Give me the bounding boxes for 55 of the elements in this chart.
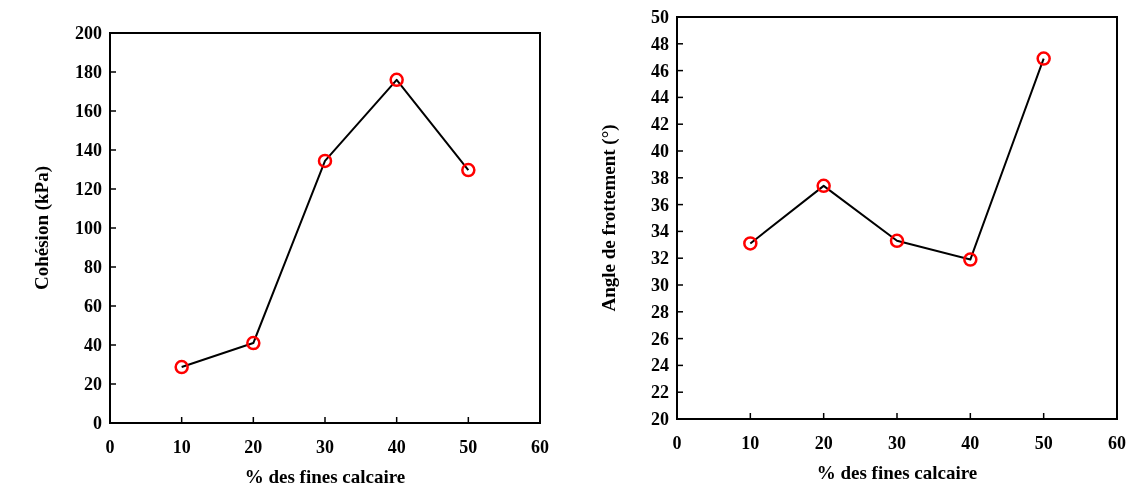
point <box>743 236 758 251</box>
y-tick-label: 46 <box>651 60 669 81</box>
y-tick-label: 120 <box>75 179 102 199</box>
point <box>889 233 905 249</box>
x-tick-label: 20 <box>814 433 833 453</box>
y-tick-label: 24 <box>651 355 669 376</box>
y-tick-label: 36 <box>651 194 669 215</box>
x-tick-label: 0 <box>105 437 115 457</box>
y-tick-label: 40 <box>651 141 669 161</box>
x-tick-label: 50 <box>459 437 478 457</box>
x-tick-label: 40 <box>387 437 406 457</box>
y-tick-label: 200 <box>75 23 102 43</box>
y-tick-label: 42 <box>651 114 669 135</box>
y-tick-label: 32 <box>651 248 669 269</box>
y-tick-label: 30 <box>651 275 669 295</box>
y-tick-label: 0 <box>93 413 102 433</box>
y-tick-label: 40 <box>84 335 102 355</box>
y-tick-label: 48 <box>651 33 669 54</box>
x-tick-label: 40 <box>961 433 980 453</box>
y-tick-label: 180 <box>75 62 102 82</box>
y-tick-label: 60 <box>84 296 102 316</box>
x-tick-label: 50 <box>1034 433 1053 453</box>
x-tick-label: 10 <box>172 437 191 457</box>
y-tick-label: 160 <box>75 101 102 121</box>
y-tick-label: 100 <box>75 218 102 238</box>
x-tick-label: 30 <box>316 437 334 457</box>
x-tick-label: 10 <box>741 433 760 453</box>
point <box>174 359 189 375</box>
y-axis-title: Cohésion (kPa) <box>31 165 53 291</box>
y-tick-label: 140 <box>75 140 102 160</box>
y-tick-label: 26 <box>651 328 669 349</box>
point <box>1036 51 1051 66</box>
y-tick-label: 20 <box>651 409 669 429</box>
point <box>317 153 333 169</box>
x-axis-title: % des fines calcaire <box>816 462 978 483</box>
x-tick-label: 60 <box>531 437 549 457</box>
x-tick-label: 0 <box>672 433 682 453</box>
x-axis-title: % des fines calcaire <box>244 466 406 487</box>
point <box>816 178 831 194</box>
point <box>389 72 404 88</box>
y-tick-label: 28 <box>651 301 669 322</box>
y-tick-label: 80 <box>84 257 102 277</box>
x-tick-label: 60 <box>1108 433 1126 453</box>
point <box>963 252 978 267</box>
y-tick-label: 22 <box>651 382 669 403</box>
y-tick-label: 20 <box>84 374 102 394</box>
y-tick-label: 38 <box>651 167 669 188</box>
x-tick-label: 30 <box>888 433 906 453</box>
point <box>461 162 476 178</box>
x-tick-label: 20 <box>244 437 263 457</box>
y-tick-label: 44 <box>651 87 669 108</box>
point <box>246 335 261 351</box>
y-tick-label: 34 <box>651 221 669 242</box>
y-tick-label: 50 <box>651 7 669 27</box>
y-axis-title: Angle de frottement (°) <box>598 124 620 312</box>
